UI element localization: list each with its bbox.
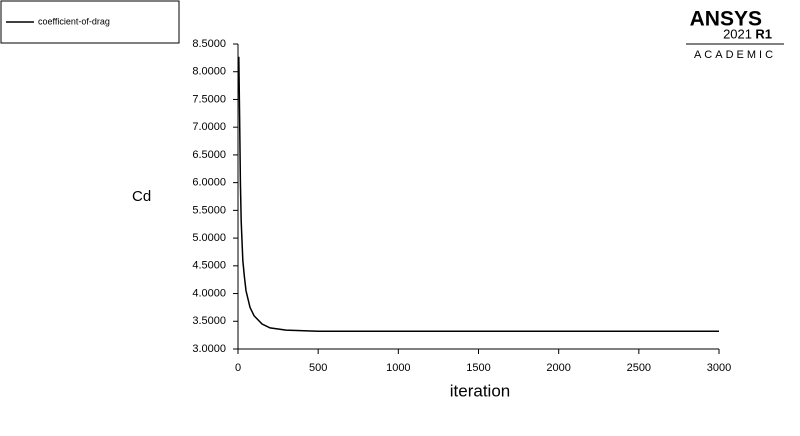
y-tick-label: 5.0000 xyxy=(192,232,226,244)
y-tick-label: 3.0000 xyxy=(192,343,226,355)
logo-name: ANSYS xyxy=(690,8,762,31)
y-tick-label: 7.0000 xyxy=(192,121,226,133)
data-line xyxy=(238,56,719,333)
y-tick-label: 5.5000 xyxy=(192,204,226,216)
x-tick-label: 1500 xyxy=(466,362,490,374)
logo-edition: ACADEMIC xyxy=(694,49,776,61)
x-tick-label: 500 xyxy=(309,362,327,374)
y-tick-label: 6.0000 xyxy=(192,177,226,189)
legend-label: coefficient-of-drag xyxy=(38,16,110,26)
x-axis-label: iteration xyxy=(450,381,510,400)
logo-release: R1 xyxy=(755,26,772,41)
y-tick-label: 7.5000 xyxy=(192,93,226,105)
y-tick-label: 8.0000 xyxy=(192,66,226,78)
y-tick-label: 3.5000 xyxy=(192,315,226,327)
x-tick-label: 0 xyxy=(235,362,241,374)
y-tick-label: 4.5000 xyxy=(192,260,226,272)
logo-version: 2021 xyxy=(723,26,752,41)
y-tick-label: 8.5000 xyxy=(192,38,226,50)
y-tick-label: 6.5000 xyxy=(192,149,226,161)
x-tick-label: 2000 xyxy=(546,362,570,374)
x-tick-label: 3000 xyxy=(707,362,731,374)
x-tick-label: 1000 xyxy=(386,362,410,374)
y-axis-label: Cd xyxy=(132,188,151,205)
x-tick-label: 2500 xyxy=(627,362,651,374)
y-tick-label: 4.0000 xyxy=(192,287,226,299)
